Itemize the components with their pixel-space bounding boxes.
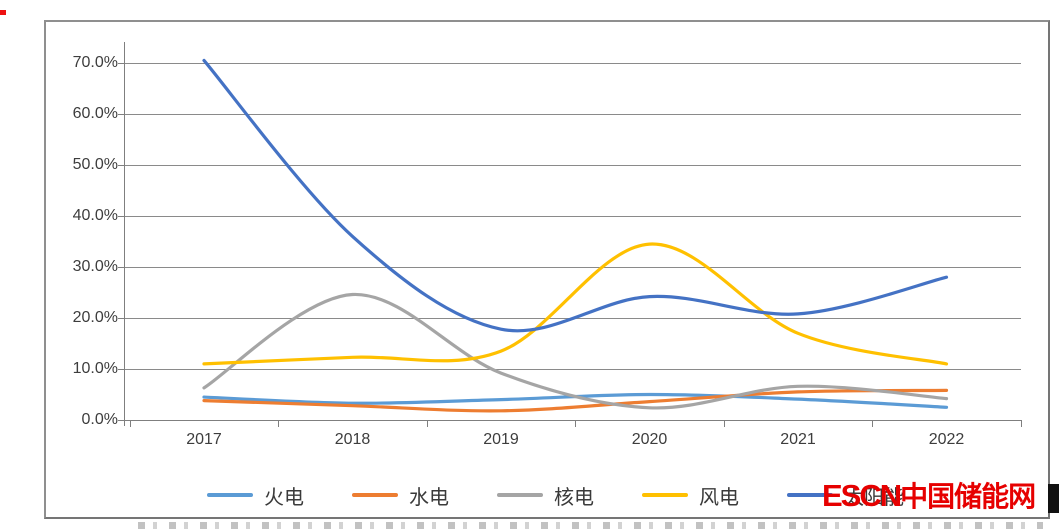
y-axis-tick (118, 369, 125, 370)
series-line-核电 (202, 292, 949, 410)
watermark-latin-text: ESCN (822, 480, 902, 513)
x-tick-label: 2017 (186, 431, 222, 448)
legend-swatch (787, 493, 833, 497)
cut-off-caption-fragments (138, 522, 1043, 529)
y-axis-tick (118, 216, 125, 217)
y-axis-tick (118, 420, 125, 421)
legend-item: 核电 (497, 482, 594, 509)
x-axis-tick (575, 420, 577, 427)
legend-item: 火电 (207, 482, 304, 509)
y-axis-tick (118, 165, 125, 166)
y-tick-label: 20.0% (72, 309, 118, 326)
y-axis-tick (118, 114, 125, 115)
legend-swatch (352, 493, 398, 497)
x-axis-tick (872, 420, 874, 427)
gridline (125, 63, 1021, 64)
x-tick-label: 2022 (928, 431, 965, 448)
gridline (125, 165, 1021, 166)
x-tick-label: 2018 (334, 431, 371, 448)
y-axis-tick (118, 63, 125, 64)
x-axis-tick (723, 420, 725, 427)
x-axis-tick (278, 420, 280, 427)
x-axis-tick (426, 420, 428, 427)
gridline (125, 369, 1021, 370)
watermark-cjk-text: 中国储能网 (900, 481, 1036, 512)
legend-label: 核电 (554, 486, 594, 509)
legend-swatch (497, 493, 543, 497)
legend-label: 火电 (264, 486, 304, 509)
y-axis-tick (118, 318, 125, 319)
legend-item: 风电 (642, 482, 739, 509)
y-tick-label: 10.0% (72, 360, 118, 377)
escn-watermark: ESCN中国储能网 (822, 480, 1044, 513)
y-axis-tick (118, 267, 125, 268)
y-tick-label: 60.0% (72, 105, 118, 122)
x-axis-tick (129, 420, 131, 427)
legend-label: 水电 (409, 486, 449, 509)
x-tick-label: 2020 (631, 431, 668, 448)
y-tick-label: 50.0% (72, 156, 118, 173)
x-axis-tick (1020, 420, 1022, 427)
legend-item: 太阳能 (787, 482, 904, 509)
legend-label: 风电 (699, 486, 739, 509)
y-tick-label: 0.0% (81, 411, 118, 428)
chart-frame (44, 20, 1050, 519)
x-tick-label: 2021 (780, 431, 816, 448)
y-axis-line (124, 42, 125, 426)
y-tick-label: 30.0% (72, 258, 118, 275)
gridline (125, 267, 1021, 268)
series-line-太阳能 (202, 58, 949, 333)
legend-swatch (207, 493, 253, 497)
series-line-水电 (202, 388, 949, 413)
gridline (125, 114, 1021, 115)
gridline (125, 216, 1021, 217)
chart-legend: 火电 水电 核电 风电 太阳能 (0, 482, 1059, 512)
legend-item: 水电 (352, 482, 449, 509)
series-line-风电 (202, 242, 949, 366)
legend-swatch (642, 493, 688, 497)
y-tick-label: 40.0% (72, 207, 118, 224)
x-tick-label: 2019 (483, 431, 519, 448)
clipped-logo-fragment (1048, 484, 1059, 513)
y-tick-label: 70.0% (72, 54, 118, 71)
legend-label: 太阳能 (844, 486, 904, 509)
x-axis-line (125, 420, 1021, 421)
red-edge-mark (0, 10, 6, 15)
